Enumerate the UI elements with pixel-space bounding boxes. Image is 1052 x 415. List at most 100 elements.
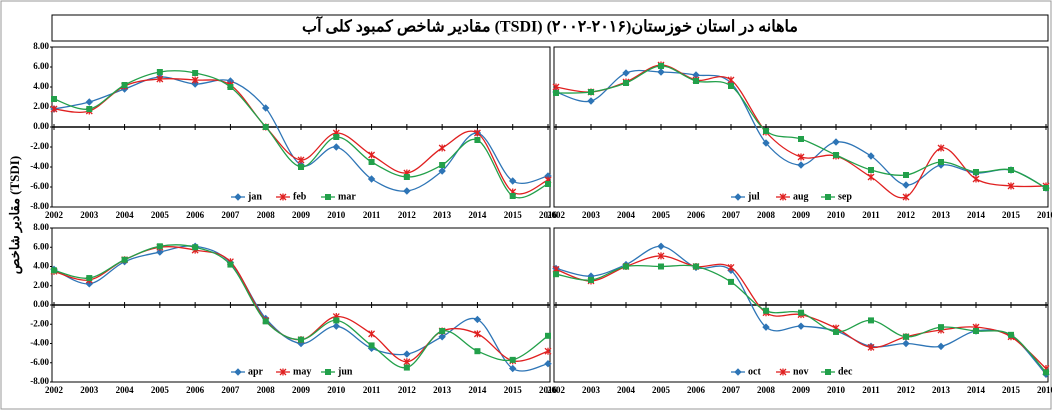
point: [693, 263, 699, 270]
legend-marker: [234, 368, 242, 376]
y-tick-label: -4.00: [30, 338, 49, 348]
legend-marker: [234, 193, 242, 201]
point: [903, 172, 909, 178]
point: [657, 252, 665, 260]
legend-label: jun: [337, 366, 353, 377]
x-tick-label: 2011: [862, 210, 880, 220]
x-tick-label: 2016: [1037, 385, 1052, 395]
point: [938, 324, 944, 331]
legend-marker: [825, 369, 831, 375]
point: [156, 248, 164, 256]
x-tick-label: 2002: [45, 385, 64, 395]
point: [262, 318, 269, 325]
y-axis-label: مقادیر شاخص (TSDI): [7, 156, 23, 274]
point: [658, 63, 664, 69]
legend-marker: [734, 368, 742, 376]
point: [867, 152, 875, 160]
point: [439, 327, 446, 334]
x-tick-label: 2014: [967, 385, 986, 395]
x-tick-label: 2008: [757, 385, 776, 395]
x-tick-label: 2007: [221, 210, 240, 220]
x-tick-label: 2005: [652, 385, 671, 395]
x-tick-label: 2010: [827, 210, 846, 220]
x-tick-label: 2004: [116, 210, 135, 220]
point: [1008, 331, 1014, 338]
point: [473, 315, 482, 324]
x-tick-label: 2011: [363, 385, 381, 395]
x-tick-label: 2014: [967, 210, 986, 220]
point: [763, 307, 769, 314]
legend-label: jul: [747, 191, 760, 202]
point: [227, 84, 234, 90]
x-tick-label: 2004: [617, 385, 636, 395]
point: [262, 104, 270, 112]
point: [588, 89, 594, 95]
chart-title: مقادیر شاخص کمبود کلی آب (TSDI) ماهانه د…: [302, 15, 798, 37]
y-tick-label: -4.00: [30, 161, 49, 171]
point: [403, 364, 410, 371]
legend-label: apr: [248, 366, 264, 377]
y-tick-label: 6.00: [33, 61, 49, 71]
x-tick-label: 2015: [1002, 385, 1021, 395]
point: [298, 336, 304, 343]
point: [553, 271, 559, 278]
x-tick-label: 2007: [722, 210, 741, 220]
point: [1007, 182, 1015, 190]
point: [509, 177, 517, 185]
point: [728, 83, 734, 89]
x-tick-label: 2016: [1037, 210, 1052, 220]
y-tick-label: 2.00: [33, 280, 49, 290]
point: [156, 69, 163, 75]
point: [298, 164, 304, 170]
point: [798, 136, 804, 142]
point: [762, 139, 770, 147]
y-tick-label: -2.00: [30, 141, 49, 151]
point: [727, 263, 735, 271]
x-tick-label: 2005: [151, 385, 170, 395]
x-tick-label: 2009: [292, 210, 311, 220]
point: [797, 322, 805, 330]
y-tick-label: 0.00: [33, 121, 49, 131]
point: [509, 193, 516, 199]
x-tick-label: 2014: [468, 385, 487, 395]
x-tick-label: 2016: [539, 210, 558, 220]
point: [657, 68, 665, 76]
x-tick-label: 2015: [504, 385, 523, 395]
y-tick-label: 8.00: [33, 222, 49, 232]
point: [473, 129, 481, 137]
x-tick-label: 2006: [687, 210, 706, 220]
x-tick-label: 2002: [547, 210, 566, 220]
point: [509, 356, 516, 363]
point: [86, 106, 93, 112]
point: [438, 333, 446, 341]
point: [121, 256, 128, 263]
legend-label: nov: [793, 366, 809, 377]
x-tick-label: 2008: [257, 385, 276, 395]
point: [121, 82, 128, 88]
x-tick-label: 2006: [186, 385, 205, 395]
point: [368, 342, 375, 349]
point: [156, 243, 163, 250]
point: [86, 275, 93, 282]
x-tick-label: 2011: [363, 210, 381, 220]
x-tick-label: 2004: [617, 210, 636, 220]
x-tick-label: 2003: [582, 385, 601, 395]
point: [762, 323, 770, 331]
point: [903, 333, 909, 340]
point: [623, 263, 629, 270]
x-tick-label: 2009: [792, 210, 811, 220]
point: [588, 276, 594, 283]
x-tick-label: 2006: [687, 385, 706, 395]
point: [552, 83, 560, 91]
x-tick-label: 2005: [151, 210, 170, 220]
legend-marker: [825, 194, 831, 200]
legend-label: jan: [247, 191, 262, 202]
point: [763, 128, 769, 134]
point: [191, 76, 199, 84]
legend-marker: [779, 368, 787, 376]
y-tick-label: -2.00: [30, 318, 49, 328]
point: [51, 267, 57, 274]
y-tick-label: -8.00: [30, 201, 49, 211]
y-tick-label: 8.00: [33, 41, 49, 51]
x-tick-label: 2012: [897, 210, 916, 220]
